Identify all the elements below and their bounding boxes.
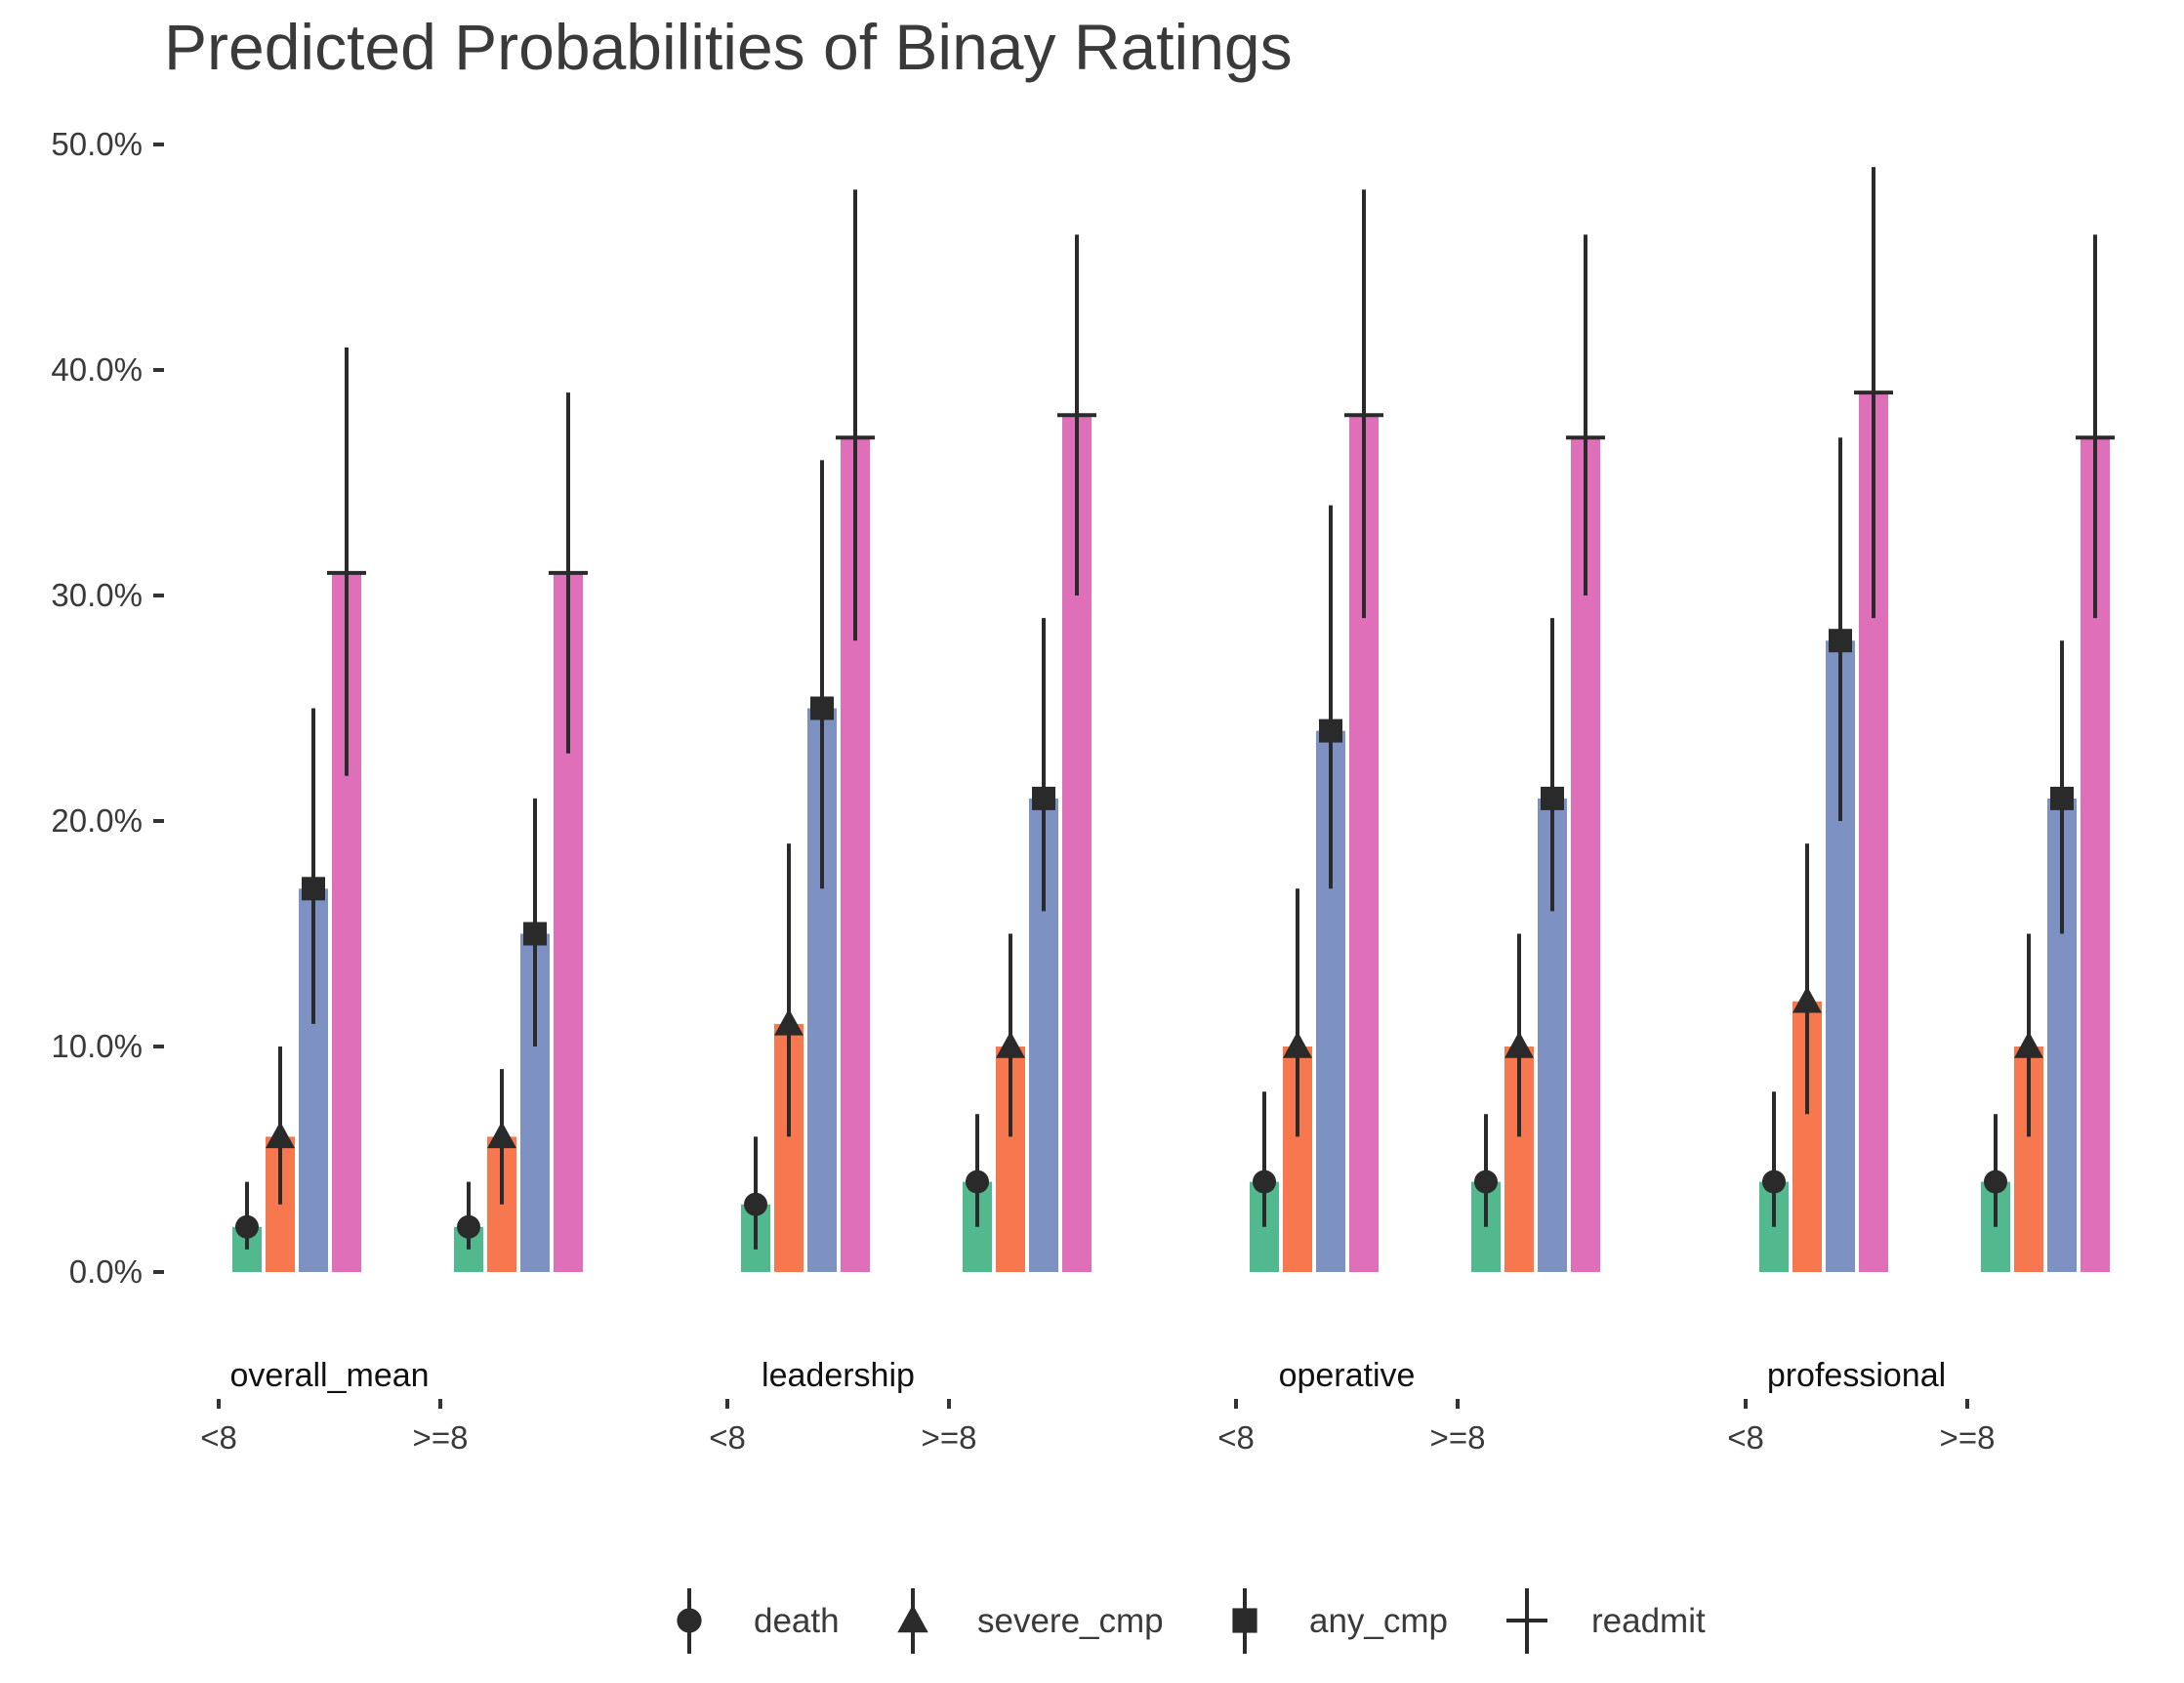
- square-marker: [1541, 786, 1564, 810]
- facet-label: professional: [1767, 1357, 1946, 1394]
- bars-layer: [232, 392, 2110, 1273]
- circle-marker: [744, 1192, 767, 1216]
- circle-marker: [1253, 1170, 1276, 1194]
- triangle-marker: [774, 1008, 804, 1036]
- square-marker: [302, 877, 325, 901]
- square-marker: [1319, 718, 1342, 743]
- triangle-marker: [266, 1121, 295, 1149]
- legend-label-severe_cmp: severe_cmp: [977, 1602, 1164, 1640]
- y-axis: 0.0% 10.0% 20.0% 30.0% 40.0% 50.0%: [51, 126, 164, 1290]
- square-marker: [1829, 629, 1852, 653]
- x-category-label: <8: [1727, 1419, 1764, 1456]
- legend: death severe_cmp any_cmp readmit: [677, 1588, 1706, 1654]
- triangle-marker: [996, 1031, 1025, 1058]
- square-marker: [810, 696, 834, 720]
- facet-label: operative: [1279, 1357, 1416, 1394]
- legend-label-death: death: [754, 1602, 840, 1640]
- facet-label: overall_mean: [229, 1357, 429, 1394]
- error-bars-layer: [235, 167, 2115, 1250]
- circle-marker: [1984, 1170, 2007, 1194]
- circle-marker: [1474, 1170, 1498, 1194]
- square-marker: [1032, 786, 1055, 810]
- chart-title: Predicted Probabilities of Binay Ratings: [164, 11, 1293, 83]
- triangle-marker: [1504, 1031, 1534, 1058]
- y-tick-label: 30.0%: [51, 577, 143, 613]
- x-category-label: <8: [200, 1419, 237, 1456]
- circle-marker: [677, 1608, 702, 1633]
- x-category-label: <8: [1217, 1419, 1255, 1456]
- y-tick-label: 0.0%: [69, 1253, 143, 1290]
- triangle-marker: [1283, 1031, 1312, 1058]
- circle-marker: [966, 1170, 989, 1194]
- square-marker: [1232, 1608, 1257, 1633]
- x-category-label: <8: [709, 1419, 746, 1456]
- y-tick-label: 20.0%: [51, 802, 143, 839]
- y-tick-label: 40.0%: [51, 351, 143, 388]
- triangle-marker: [2014, 1031, 2043, 1058]
- triangle-marker: [1793, 986, 1822, 1013]
- x-category-label: >=8: [1430, 1419, 1486, 1456]
- circle-marker: [457, 1214, 480, 1239]
- x-category-label: >=8: [413, 1419, 469, 1456]
- x-category-label: >=8: [1940, 1419, 1996, 1456]
- square-marker: [523, 922, 547, 946]
- legend-label-readmit: readmit: [1591, 1602, 1706, 1640]
- y-tick-label: 50.0%: [51, 126, 143, 162]
- square-marker: [2050, 786, 2074, 810]
- facet-label: leadership: [762, 1357, 915, 1394]
- x-category-label: >=8: [922, 1419, 977, 1456]
- legend-label-any_cmp: any_cmp: [1309, 1602, 1448, 1640]
- y-tick-label: 10.0%: [51, 1028, 143, 1064]
- circle-marker: [1762, 1170, 1786, 1194]
- circle-marker: [235, 1214, 259, 1239]
- triangle-marker: [487, 1121, 516, 1149]
- triangle-marker: [897, 1604, 928, 1633]
